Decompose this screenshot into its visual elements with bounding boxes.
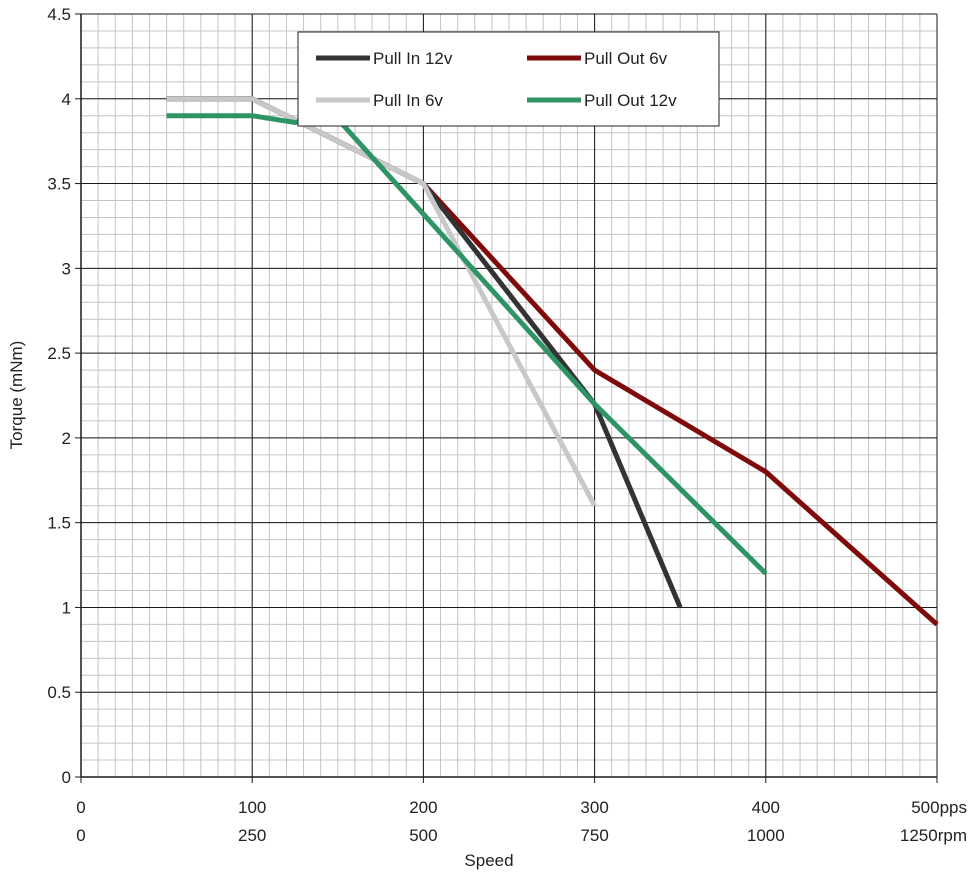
legend-box bbox=[297, 31, 720, 127]
axes bbox=[75, 13, 938, 783]
x-axis-title: Speed bbox=[464, 851, 513, 870]
legend-label-pull-in-12v: Pull In 12v bbox=[373, 49, 453, 68]
y-tick-label: 2 bbox=[62, 429, 71, 448]
x-tick-label: 100 bbox=[238, 798, 266, 817]
y-tick-label: 1 bbox=[62, 598, 71, 617]
y-tick-label: 2.5 bbox=[47, 344, 71, 363]
x-tick-label: 400 bbox=[752, 798, 780, 817]
x-tick-label-rpm: 500 bbox=[409, 826, 437, 845]
x-tick-label-rpm: 1250rpm bbox=[900, 826, 967, 845]
legend-label-pull-out-6v: Pull Out 6v bbox=[584, 49, 668, 68]
x-tick-label: 500pps bbox=[911, 798, 967, 817]
legend-label-pull-in-6v: Pull In 6v bbox=[373, 91, 443, 110]
x-tick-label: 0 bbox=[76, 798, 85, 817]
x-tick-label-rpm: 1000 bbox=[747, 826, 785, 845]
y-axis-title: Torque (mNm) bbox=[7, 341, 26, 450]
x-tick-label: 200 bbox=[409, 798, 437, 817]
x-tick-label: 300 bbox=[580, 798, 608, 817]
x-tick-label-rpm: 750 bbox=[580, 826, 608, 845]
y-tick-label: 4 bbox=[62, 90, 71, 109]
y-tick-label: 0.5 bbox=[47, 683, 71, 702]
x-tick-label-rpm: 250 bbox=[238, 826, 266, 845]
y-tick-labels: 0 0.5 1 1.5 2 2.5 3 3.5 4 4.5 bbox=[47, 5, 71, 787]
x-tick-labels: 0 0 100 250 200 500 300 750 400 1000 500pps 1250rpm bbox=[76, 798, 967, 845]
series-line-pull-in-6v bbox=[166, 96, 597, 507]
x-tick-label-rpm: 0 bbox=[76, 826, 85, 845]
y-tick-label: 3 bbox=[62, 259, 71, 278]
y-tick-label: 1.5 bbox=[47, 514, 71, 533]
legend: Pull In 12v Pull Out 6v Pull In 6v Pull Out… bbox=[297, 31, 720, 127]
y-tick-label: 0 bbox=[62, 768, 71, 787]
y-tick-label: 4.5 bbox=[47, 5, 71, 24]
y-tick-label: 3.5 bbox=[47, 175, 71, 194]
legend-label-pull-out-12v: Pull Out 12v bbox=[584, 91, 677, 110]
